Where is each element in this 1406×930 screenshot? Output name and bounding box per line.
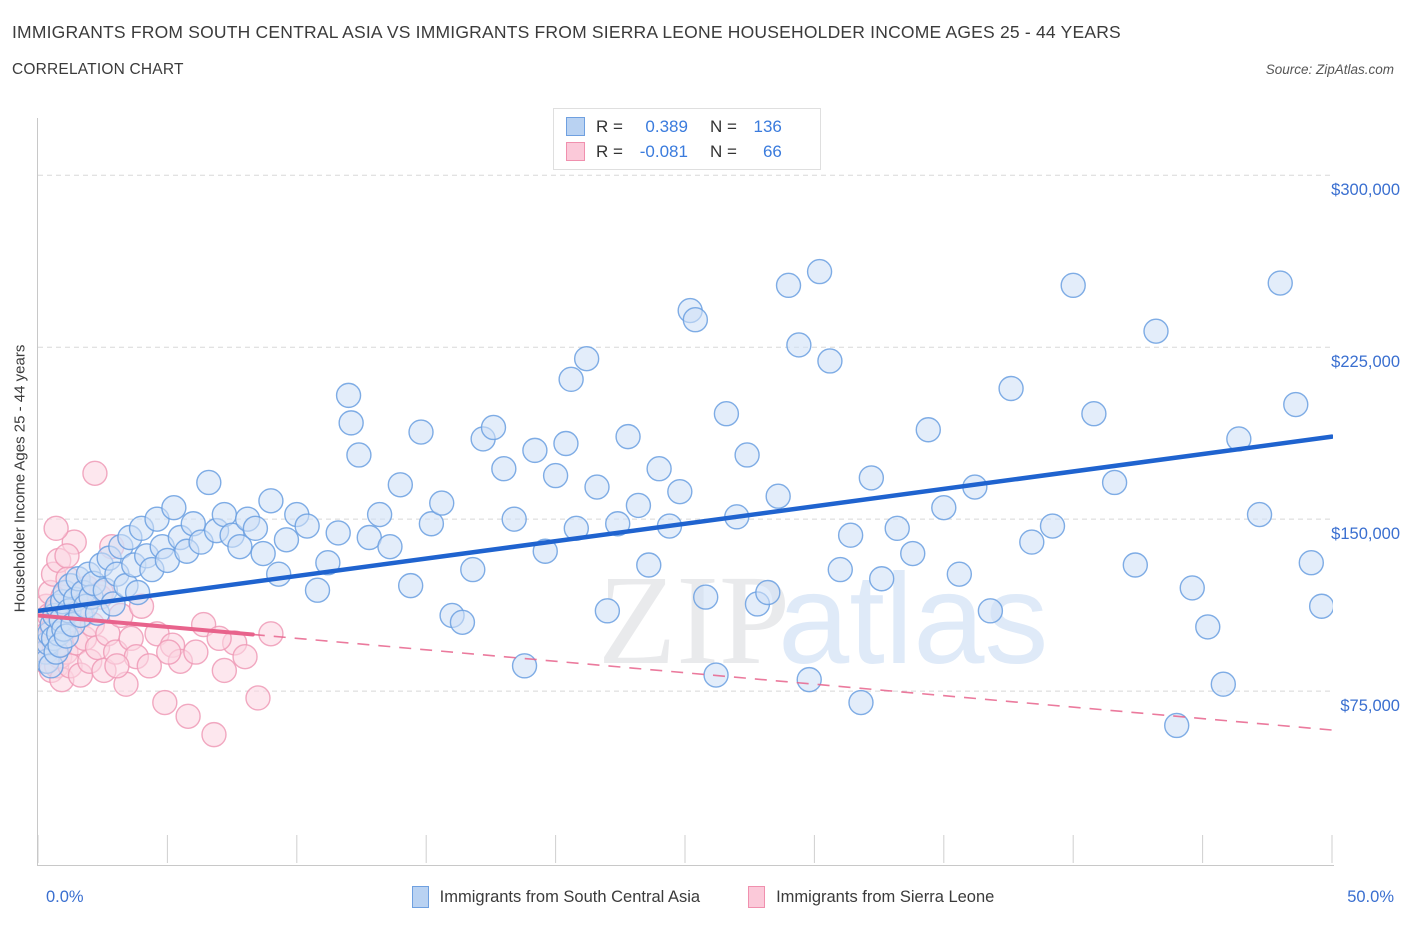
legend-swatch-pink-icon	[748, 886, 766, 908]
svg-text:ZIP: ZIP	[598, 549, 790, 691]
y-axis-line	[37, 118, 38, 866]
plot-area: ZIP atlas	[38, 118, 1333, 863]
svg-text:atlas: atlas	[778, 548, 1048, 691]
x-axis-tick-max: 50.0%	[1347, 888, 1394, 906]
legend-label-sierra-leone: Immigrants from Sierra Leone	[776, 887, 995, 906]
series-swatch-blue-icon	[566, 117, 585, 136]
legend-item-sierra-leone[interactable]: Immigrants from Sierra Leone	[748, 886, 994, 908]
legend-label-south-central-asia: Immigrants from South Central Asia	[439, 887, 701, 906]
series-swatch-pink-icon	[566, 142, 585, 161]
stats-row-blue: R = 0.389 N = 136	[566, 114, 810, 139]
r-value-blue: 0.389	[645, 116, 688, 136]
page-subtitle: CORRELATION CHART	[12, 61, 184, 78]
source-label: Source: ZipAtlas.com	[1265, 62, 1394, 77]
correlation-stats-box: R = 0.389 N = 136 R = -0.081 N = 66	[553, 108, 821, 170]
series-legend: Immigrants from South Central Asia Immig…	[0, 886, 1406, 908]
n-label-blue: N =	[709, 116, 737, 136]
x-axis-line	[38, 865, 1334, 866]
y-axis-tick-label: $150,000	[1331, 525, 1400, 544]
y-axis-title: Householder Income Ages 25 - 44 years	[11, 344, 29, 613]
r-label-pink: R =	[596, 141, 623, 161]
r-label-blue: R =	[596, 116, 623, 136]
stats-row-pink: R = -0.081 N = 66	[566, 139, 810, 164]
r-value-pink: -0.081	[639, 141, 688, 161]
n-label-pink: N =	[709, 141, 737, 161]
x-axis-tick-min: 0.0%	[46, 888, 84, 906]
page-title: IMMIGRANTS FROM SOUTH CENTRAL ASIA VS IM…	[12, 22, 1121, 42]
n-value-pink: 66	[762, 141, 782, 161]
legend-swatch-blue-icon	[411, 886, 429, 908]
n-value-blue: 136	[753, 116, 782, 136]
y-axis-tick-label: $300,000	[1331, 181, 1400, 200]
y-axis-tick-label: $225,000	[1331, 353, 1400, 372]
legend-item-south-central-asia[interactable]: Immigrants from South Central Asia	[411, 886, 701, 908]
y-axis-tick-label: $75,000	[1340, 697, 1400, 716]
